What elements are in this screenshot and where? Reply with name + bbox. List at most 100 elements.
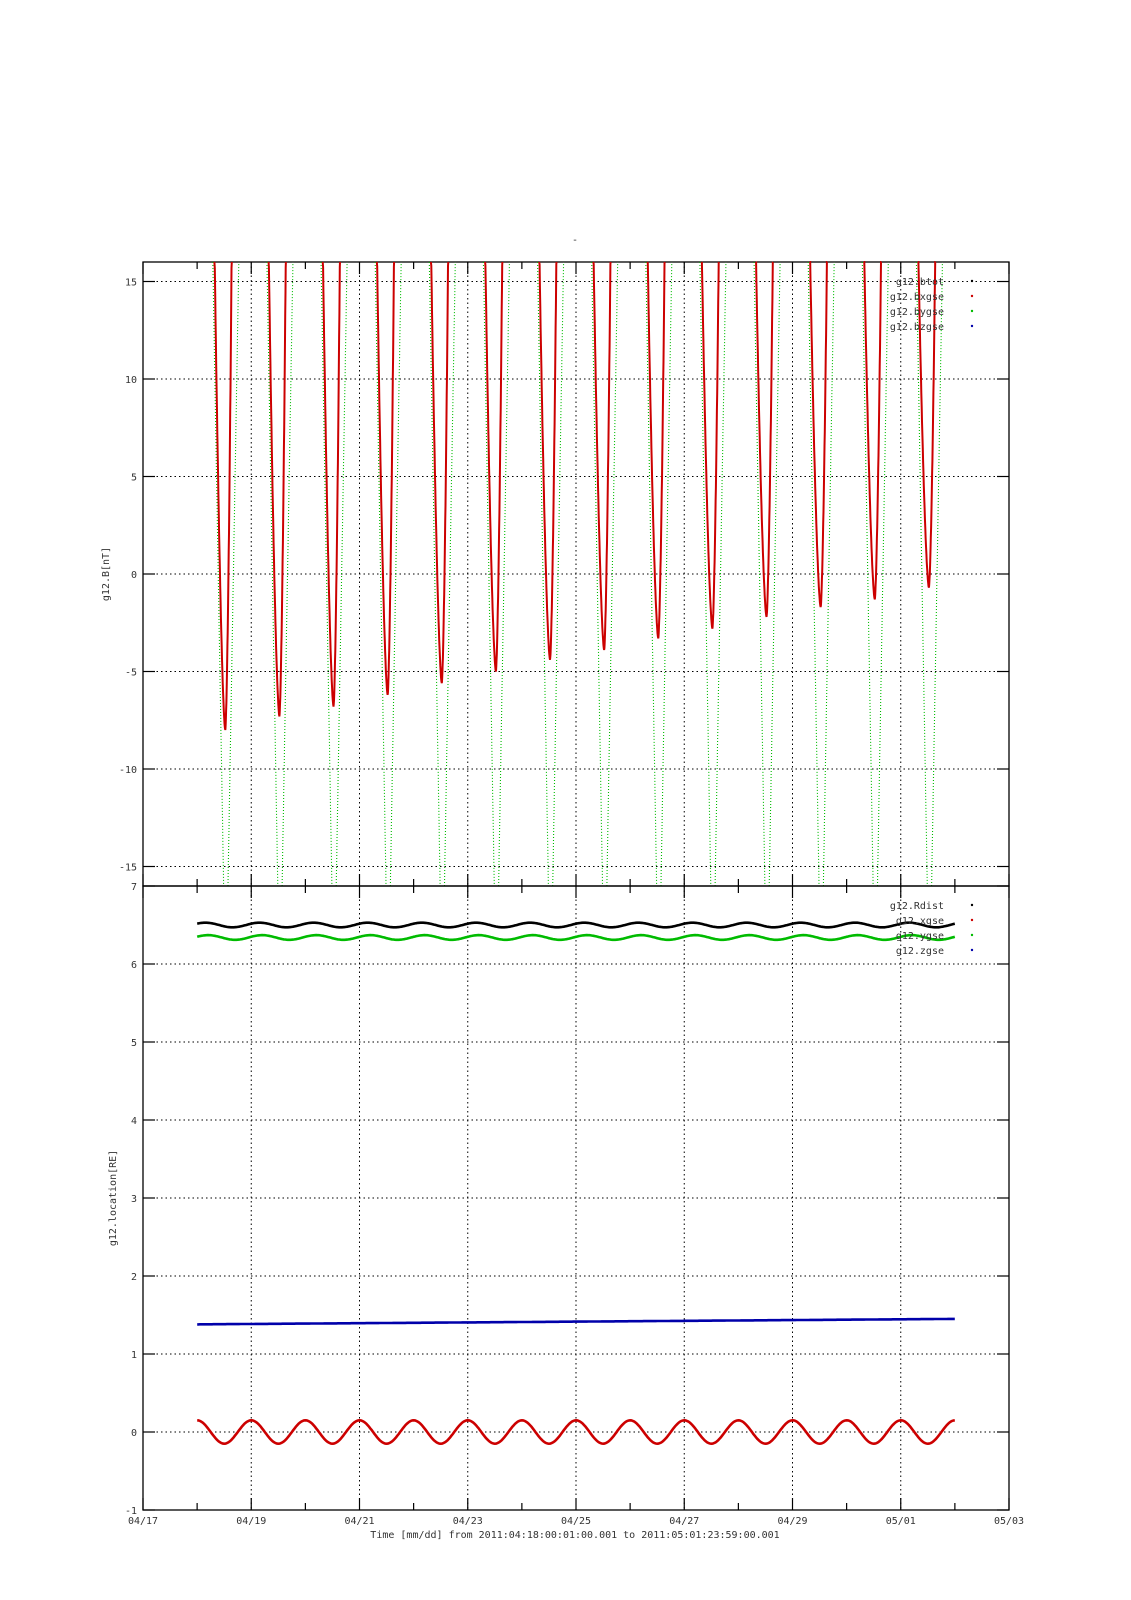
- bxgse-dip: [321, 261, 341, 707]
- legend-entry-label: g12.xgse: [896, 916, 944, 927]
- bygse-sweep: [645, 261, 658, 887]
- bygse-sweep: [498, 261, 510, 887]
- bygse-sweep: [281, 261, 294, 887]
- top-grid: [143, 262, 1009, 886]
- bygse-sweep: [714, 261, 727, 887]
- y-tick-label: 4: [131, 1116, 137, 1127]
- bottom-y-ticks: -1 0 1 2 3 4 5 6 7: [125, 882, 1009, 1517]
- bygse-sweep: [552, 261, 565, 887]
- bygse-sweep: [915, 261, 928, 887]
- x-tick-label: 04/17: [128, 1516, 158, 1527]
- bygse-sweep: [768, 261, 781, 887]
- series-g12-zgse: [197, 1317, 955, 1326]
- legend-entry-label: g12.bxgse: [890, 292, 944, 303]
- legend-marker: [970, 903, 974, 907]
- x-tick-label: 04/29: [777, 1516, 807, 1527]
- y-tick-label: 6: [131, 960, 137, 971]
- y-tick-label: 5: [131, 1038, 137, 1049]
- bxgse-dip: [917, 261, 937, 588]
- bygse-sweep: [606, 261, 619, 887]
- bxgse-dip: [538, 261, 558, 660]
- series-g12-xgse: [197, 1418, 955, 1446]
- bygse-sweep: [266, 261, 279, 887]
- bygse-sweep: [822, 261, 835, 887]
- y-tick-label: 15: [125, 278, 137, 289]
- x-tick-label: 04/21: [344, 1516, 374, 1527]
- legend-entry-label: g12.btot: [896, 277, 944, 288]
- series-g12-ygse: [196, 933, 956, 942]
- y-tick-label: 10: [125, 375, 137, 386]
- y-tick-label: 0: [131, 1428, 137, 1439]
- top-y-ticks: -15 -10 -5 0 5 10 15: [119, 278, 1009, 874]
- x-tick-label: 04/25: [561, 1516, 591, 1527]
- x-tick-label: 05/01: [886, 1516, 916, 1527]
- top-legend: g12.btot g12.bxgse g12.bygse g12.bzgse: [890, 277, 974, 333]
- top-x-ticks: [142, 262, 1010, 886]
- legend-marker: [970, 933, 974, 937]
- x-tick-label: 04/23: [453, 1516, 483, 1527]
- bxgse-dip: [267, 261, 287, 717]
- bxgse-dip: [646, 261, 666, 639]
- x-axis-label: Time [mm/dd] from 2011:04:18:00:01:00.00…: [370, 1530, 779, 1541]
- bygse-sweep: [374, 261, 387, 887]
- legend-entry-label: g12.zgse: [896, 946, 944, 957]
- bygse-sweep: [537, 261, 549, 887]
- bottom-x-ticks: 04/17 04/19 04/21 04/23 04/25 04/27 04/29 05/01…: [128, 886, 1024, 1527]
- bygse-sweep: [428, 261, 441, 887]
- bygse-sweep: [699, 261, 712, 887]
- legend-entry-label: g12.bzgse: [890, 322, 944, 333]
- bygse-sweep: [320, 261, 333, 887]
- legend-entry-label: g12.Rdist: [890, 901, 944, 912]
- bygse-sweep: [591, 261, 604, 887]
- legend-marker: [970, 948, 974, 952]
- y-tick-label: 2: [131, 1272, 137, 1283]
- bottom-series: [196, 921, 956, 1446]
- y-tick-label: -15: [119, 863, 137, 874]
- y-tick-label: 3: [131, 1194, 137, 1205]
- y-tick-label: -1: [125, 1506, 137, 1517]
- bygse-sweep: [389, 261, 402, 887]
- legend-marker: [970, 294, 974, 298]
- x-tick-label: 04/19: [236, 1516, 266, 1527]
- bygse-sweep: [876, 261, 889, 887]
- legend-entry-label: g12.ygse: [896, 931, 944, 942]
- bxgse-dip: [755, 261, 774, 618]
- top-series: [212, 261, 943, 887]
- bygse-sweep: [335, 261, 348, 887]
- bygse-sweep: [861, 261, 874, 887]
- bxgse-dip: [863, 261, 882, 600]
- legend-entry-label: g12.bygse: [890, 307, 944, 318]
- bottom-legend: g12.Rdist g12.xgse g12.ygse g12.zgse: [890, 901, 974, 957]
- bxgse-dip: [484, 261, 504, 672]
- y-tick-label: 7: [131, 882, 137, 893]
- bygse-sweep: [482, 261, 495, 887]
- bygse-sweep: [212, 261, 225, 887]
- x-tick-label: 04/27: [669, 1516, 699, 1527]
- y-tick-label: -10: [119, 765, 137, 776]
- bxgse-dip: [375, 261, 396, 696]
- legend-marker: [970, 309, 974, 313]
- y-tick-label: 0: [131, 570, 137, 581]
- bygse-sweep: [227, 261, 240, 887]
- x-tick-label: 05/03: [994, 1516, 1024, 1527]
- bottom-grid: [143, 886, 1009, 1510]
- magnetic-field-panel: -15 -10 -5 0 5 10 15 g12.B[nT] g12.btot g12.bxg…: [101, 261, 1010, 887]
- y-tick-label: 1: [131, 1350, 137, 1361]
- top-y-axis-label: g12.B[nT]: [101, 547, 112, 601]
- legend-marker: [970, 324, 974, 328]
- location-panel: -1 0 1 2 3 4 5 6 7 04/17 04/19 04/21 04/23 04/25 04/2…: [108, 882, 1024, 1541]
- y-tick-label: -5: [125, 668, 137, 679]
- bygse-sweep: [807, 261, 820, 887]
- series-g12-Rdist: [196, 921, 956, 929]
- bxgse-dip: [809, 261, 828, 608]
- bygse-sweep: [753, 261, 766, 887]
- bygse-sweep: [443, 261, 456, 887]
- bygse-sweep: [931, 261, 943, 887]
- y-tick-label: 5: [131, 473, 137, 484]
- page-title: -: [572, 235, 578, 246]
- legend-marker: [970, 918, 974, 922]
- bxgse-dip: [429, 261, 450, 684]
- bxgse-dip: [592, 261, 612, 651]
- bottom-y-axis-label: g12.location[RE]: [108, 1150, 119, 1246]
